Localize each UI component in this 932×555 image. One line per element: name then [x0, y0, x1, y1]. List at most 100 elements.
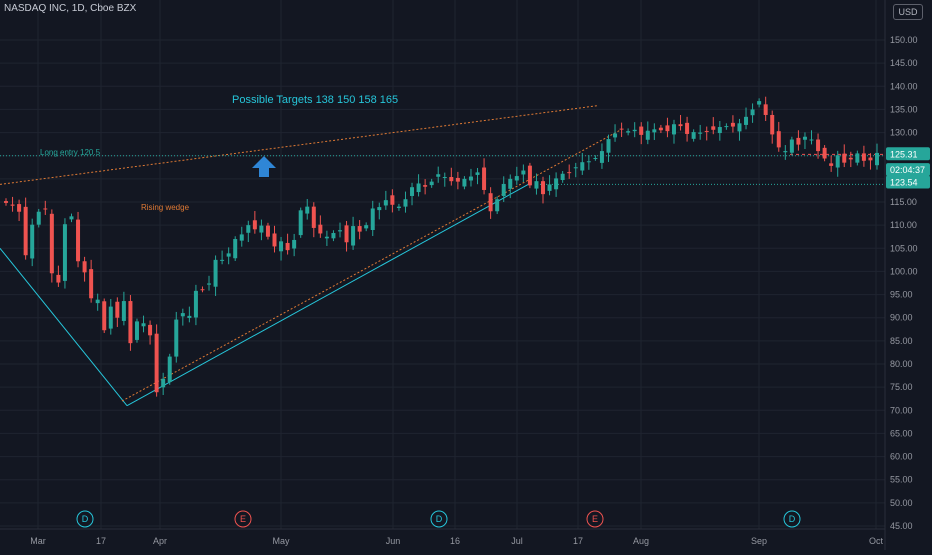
candle-body — [62, 224, 67, 281]
candle-body — [337, 230, 342, 232]
candle-body — [10, 204, 15, 206]
entry-annotation[interactable]: Long entry 120.5 — [40, 148, 101, 157]
candle-body — [495, 199, 500, 212]
candle-body — [285, 242, 290, 251]
candle-body — [220, 259, 225, 261]
candle-body — [639, 126, 644, 135]
candle-body — [30, 224, 35, 259]
event-circle — [430, 510, 448, 528]
candle-body — [69, 216, 74, 220]
y-tick-label: 95.00 — [890, 290, 913, 300]
candle-body — [613, 133, 618, 138]
wedge-annotation[interactable]: Rising wedge — [141, 203, 190, 212]
candle-body — [809, 139, 814, 141]
candle-body — [213, 259, 218, 287]
candle-body — [508, 178, 513, 189]
candle-body — [554, 178, 559, 190]
candle-body — [462, 178, 467, 187]
candle-body — [364, 225, 369, 229]
candle-body — [717, 127, 722, 134]
candle-body — [272, 233, 277, 247]
candle-body — [789, 139, 794, 153]
earnings-marker-icon[interactable]: E — [234, 510, 252, 528]
last-price-label: 125.31 — [890, 149, 918, 159]
price-axis[interactable]: 150.00145.00140.00135.00130.00125.00120.… — [884, 0, 918, 550]
candle-body — [475, 172, 480, 175]
event-label: E — [240, 514, 246, 524]
candle-body — [396, 206, 401, 209]
candle-body — [344, 225, 349, 243]
candle-body — [770, 114, 775, 135]
grid — [0, 0, 885, 529]
candle-body — [861, 153, 866, 161]
candle-body — [802, 136, 807, 140]
candle-body — [724, 126, 729, 128]
countdown-label-bg — [886, 163, 930, 177]
candle-body — [89, 269, 94, 299]
candle-body — [796, 137, 801, 145]
dividend-marker-icon[interactable]: D — [430, 510, 448, 528]
trend-line-down[interactable] — [0, 247, 128, 406]
candle-body — [541, 181, 546, 195]
candle-body — [108, 306, 113, 329]
candle-body — [534, 181, 539, 189]
price-labels: 125.31 02:04:37 123.54 — [886, 147, 930, 189]
candle-body — [23, 206, 28, 256]
x-tick-label: Oct — [869, 536, 884, 546]
event-circle — [783, 510, 801, 528]
candle-body — [351, 226, 356, 246]
dividend-marker-icon[interactable]: D — [76, 510, 94, 528]
targets-annotation[interactable]: Possible Targets 138 150 158 165 — [232, 94, 398, 106]
candle-body — [121, 301, 126, 321]
candle-body — [822, 147, 827, 159]
x-tick-label: 16 — [450, 536, 460, 546]
wedge-upper[interactable] — [0, 105, 598, 185]
candle-body — [671, 124, 676, 135]
candle-body — [632, 129, 637, 132]
candle-body — [161, 378, 166, 388]
candle-body — [410, 187, 415, 196]
y-tick-label: 110.00 — [890, 220, 917, 230]
candle-body — [56, 274, 61, 283]
candle-body — [43, 208, 48, 210]
candle-body — [685, 122, 690, 134]
drawings[interactable] — [0, 105, 885, 407]
y-tick-label: 60.00 — [890, 452, 913, 462]
candle-body — [148, 324, 153, 336]
y-tick-label: 100.00 — [890, 266, 918, 276]
trend-line-up[interactable] — [126, 183, 531, 407]
arrow-up-icon[interactable] — [252, 156, 276, 177]
candle-body — [95, 299, 100, 304]
entry-price-label-bg — [886, 175, 930, 189]
candle-body — [233, 239, 238, 259]
y-tick-label: 80.00 — [890, 359, 913, 369]
candle-body — [370, 208, 375, 231]
candle-body — [265, 225, 270, 237]
candle-body — [292, 239, 297, 249]
candle-body — [174, 319, 179, 357]
y-tick-label: 115.00 — [890, 197, 917, 207]
wedge-lower[interactable] — [121, 129, 621, 402]
earnings-marker-icon[interactable]: E — [586, 510, 604, 528]
candle-body — [383, 200, 388, 206]
candle-body — [246, 225, 251, 233]
candle-body — [665, 125, 670, 132]
candle-body — [567, 172, 572, 174]
y-tick-label: 75.00 — [890, 382, 913, 392]
y-tick-label: 105.00 — [890, 243, 918, 253]
candle-body — [501, 183, 506, 196]
time-axis[interactable]: Mar 17 Apr May Jun 16 Jul 17 Aug Sep Oct — [0, 528, 885, 546]
candle-body — [835, 155, 840, 168]
y-tick-label: 55.00 — [890, 475, 913, 485]
y-tick-label: 150.00 — [890, 35, 918, 45]
x-tick-label: 17 — [573, 536, 583, 546]
entry-price-label: 123.54 — [890, 178, 918, 188]
dividend-marker-icon[interactable]: D — [783, 510, 801, 528]
candle-body — [468, 176, 473, 181]
x-tick-label: Apr — [153, 536, 167, 546]
currency-badge[interactable]: USD — [893, 4, 923, 20]
last-price-label-bg — [886, 147, 930, 161]
